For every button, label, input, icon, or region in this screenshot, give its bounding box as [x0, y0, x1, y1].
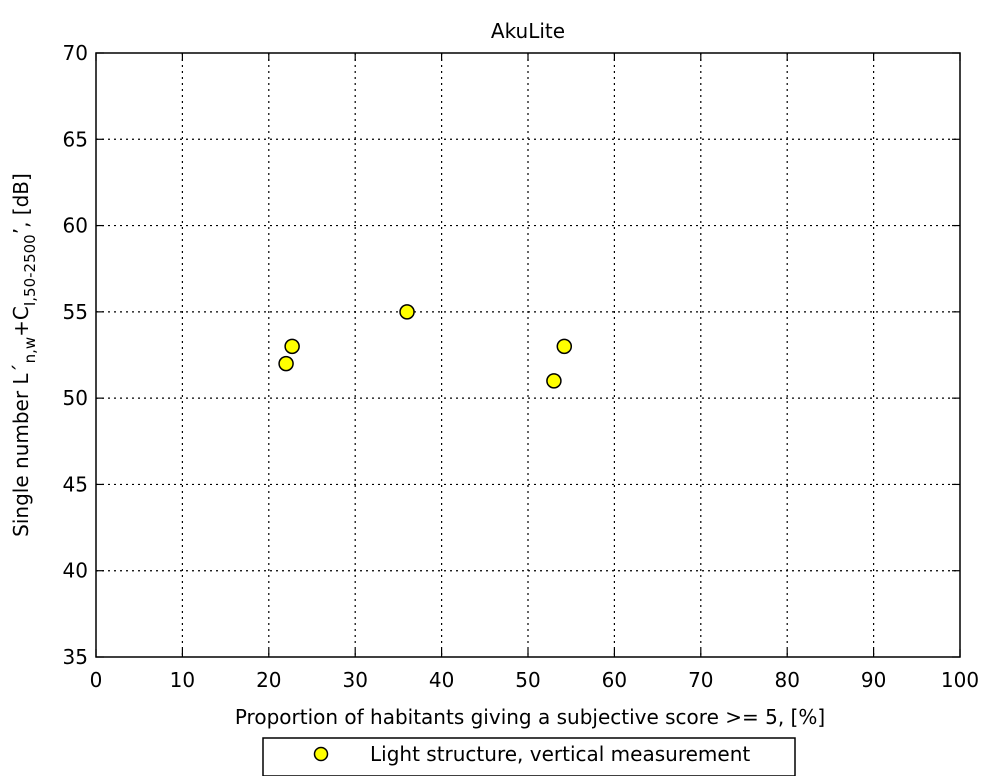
y-tick-label: 65	[63, 127, 88, 151]
data-point	[284, 338, 300, 355]
x-tick-label: 20	[256, 668, 281, 692]
y-axis-label: Single number L´n,w+CI,50-2500’, [dB]	[9, 173, 39, 537]
y-label-mid: +C	[9, 306, 33, 337]
y-label-sub1: n,w	[21, 337, 39, 364]
y-tick-label: 45	[63, 472, 88, 496]
ticks-layer: 0 10 20 30 40 50 60 70 80 90 100 35 40 45 50 55 60 65 70	[63, 41, 980, 692]
data-point	[546, 373, 562, 389]
y-tick-label: 35	[63, 645, 88, 669]
x-tick-label: 30	[342, 668, 367, 692]
y-label-prefix: Single number L´	[9, 363, 33, 536]
y-tick-label: 55	[63, 300, 88, 324]
y-tick-label: 50	[63, 386, 88, 410]
legend-label: Light structure, vertical measurement	[370, 742, 750, 766]
y-label-sub2: I,50-2500	[21, 234, 39, 306]
x-tick-label: 80	[774, 668, 799, 692]
legend-box	[262, 737, 796, 777]
legend: Light structure, vertical measurement	[262, 737, 796, 777]
data-point	[556, 338, 573, 355]
y-tick-label: 70	[63, 41, 88, 65]
y-tick-label: 40	[63, 559, 88, 583]
y-label-suffix: ’, [dB]	[9, 173, 33, 234]
x-tick-label: 60	[602, 668, 627, 692]
legend-marker	[313, 746, 329, 762]
x-tick-label: 40	[429, 668, 454, 692]
y-tick-label: 60	[63, 214, 88, 238]
grid-layer	[96, 53, 960, 657]
chart-title: AkuLite	[491, 19, 565, 43]
x-tick-label: 10	[170, 668, 195, 692]
x-axis-label: Proportion of habitants giving a subject…	[235, 705, 825, 729]
points-layer	[278, 304, 573, 389]
x-tick-label: 100	[941, 668, 979, 692]
data-point	[278, 355, 294, 372]
x-tick-label: 90	[861, 668, 886, 692]
data-point	[399, 304, 415, 320]
x-tick-label: 0	[90, 668, 103, 692]
x-tick-label: 50	[515, 668, 540, 692]
x-tick-label: 70	[688, 668, 713, 692]
